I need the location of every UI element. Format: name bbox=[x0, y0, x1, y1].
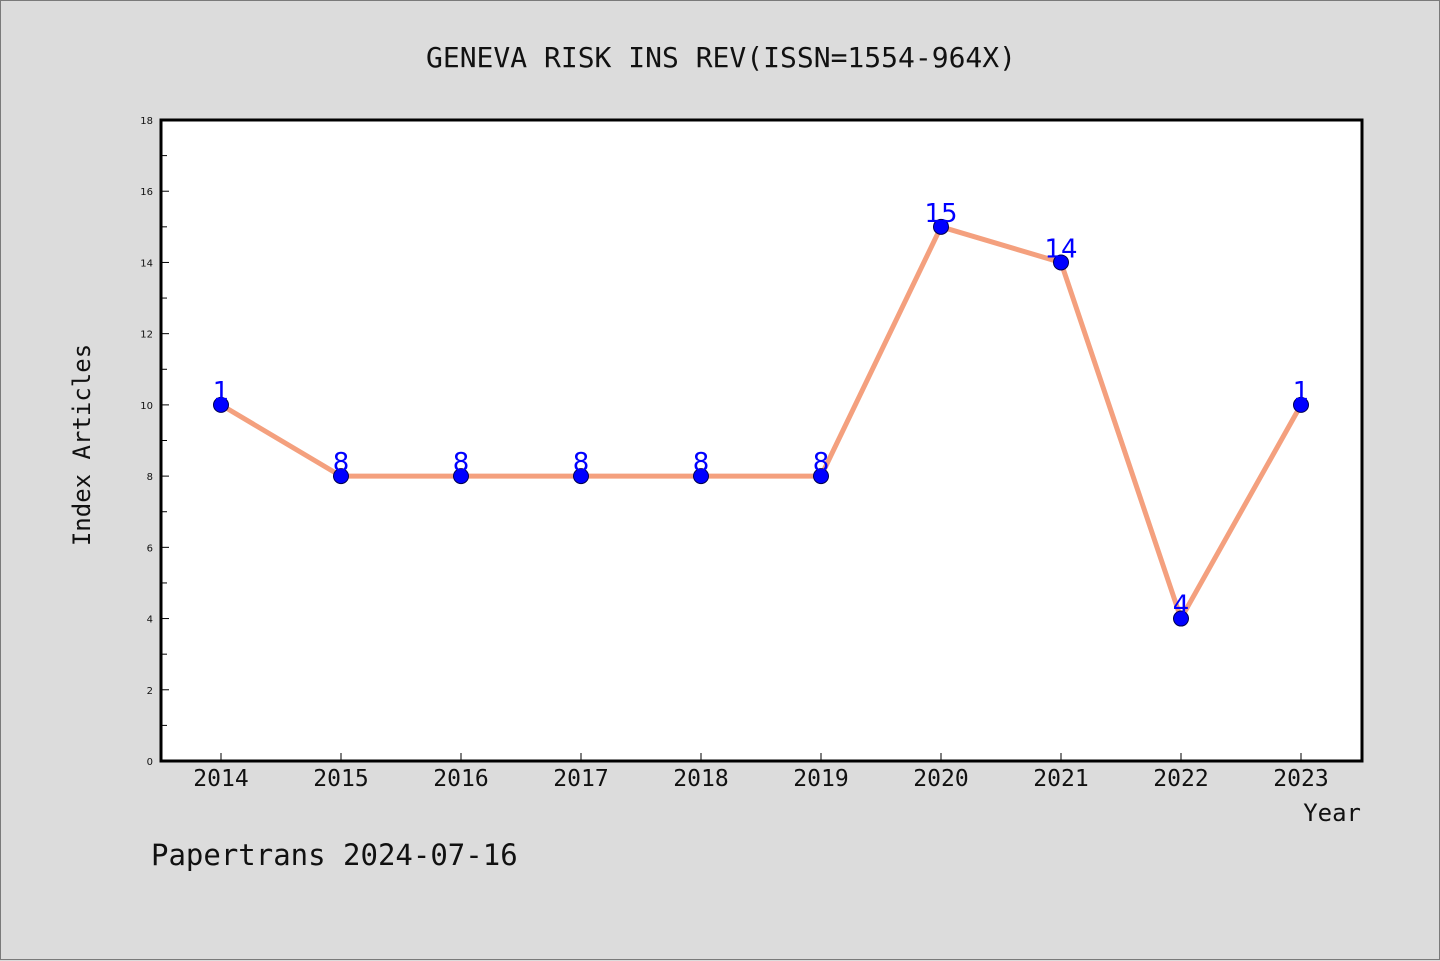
y-tick-label: 10 bbox=[140, 401, 153, 412]
x-tick-label: 2020 bbox=[913, 766, 968, 792]
data-label: 1 bbox=[213, 377, 230, 407]
y-tick-label: 2 bbox=[147, 686, 153, 697]
plot-area bbox=[159, 118, 1364, 763]
data-label: 8 bbox=[573, 448, 590, 478]
footer-credit: Papertrans 2024-07-16 bbox=[151, 838, 518, 872]
y-tick-label: 18 bbox=[140, 116, 153, 127]
series-polyline bbox=[219, 224, 1304, 622]
x-tick-label: 2014 bbox=[193, 766, 248, 792]
x-tick-label: 2015 bbox=[313, 766, 368, 792]
x-tick-label: 2023 bbox=[1273, 766, 1328, 792]
y-tick-label: 4 bbox=[147, 615, 153, 626]
data-label: 8 bbox=[333, 448, 350, 478]
series-line bbox=[219, 224, 1304, 622]
x-axis: 2014 2015 2016 2017 2018 2019 2020 2021 2022 2023 bbox=[193, 753, 1329, 792]
data-point bbox=[1053, 254, 1069, 271]
data-label: 14 bbox=[1044, 234, 1077, 264]
data-labels: 1 8 8 8 8 8 15 14 4 1 bbox=[213, 199, 1310, 621]
data-point bbox=[213, 396, 229, 413]
data-point bbox=[813, 468, 829, 485]
data-point bbox=[693, 468, 709, 485]
x-tick-label: 2016 bbox=[433, 766, 488, 792]
data-point bbox=[333, 468, 349, 485]
data-label: 8 bbox=[453, 448, 470, 478]
y-axis: 0 2 4 6 8 10 12 14 16 18 bbox=[140, 116, 169, 768]
x-tick-label: 2017 bbox=[553, 766, 608, 792]
x-tick-label: 2018 bbox=[673, 766, 728, 792]
data-point bbox=[1293, 396, 1309, 413]
data-point bbox=[1173, 610, 1189, 627]
data-label: 1 bbox=[1293, 377, 1310, 407]
data-point bbox=[933, 218, 949, 235]
y-tick-label: 0 bbox=[147, 757, 153, 768]
x-tick-label: 2021 bbox=[1033, 766, 1088, 792]
x-axis-title: Year bbox=[1303, 799, 1361, 827]
y-tick-label: 12 bbox=[140, 330, 153, 341]
data-point bbox=[573, 468, 589, 485]
data-label: 4 bbox=[1173, 591, 1190, 621]
y-tick-label: 16 bbox=[140, 187, 153, 198]
data-label: 8 bbox=[813, 448, 830, 478]
data-label: 15 bbox=[924, 199, 957, 229]
series-markers bbox=[213, 218, 1309, 627]
data-point bbox=[453, 468, 469, 485]
y-axis-title: Index Articles bbox=[68, 344, 96, 546]
x-tick-label: 2019 bbox=[793, 766, 848, 792]
x-tick-label: 2022 bbox=[1153, 766, 1208, 792]
y-tick-label: 14 bbox=[140, 258, 153, 269]
chart-title: GENEVA RISK INS REV(ISSN=1554-964X) bbox=[426, 41, 1016, 74]
y-tick-label: 6 bbox=[147, 543, 153, 554]
data-label: 8 bbox=[693, 448, 710, 478]
y-tick-label: 8 bbox=[147, 472, 153, 483]
